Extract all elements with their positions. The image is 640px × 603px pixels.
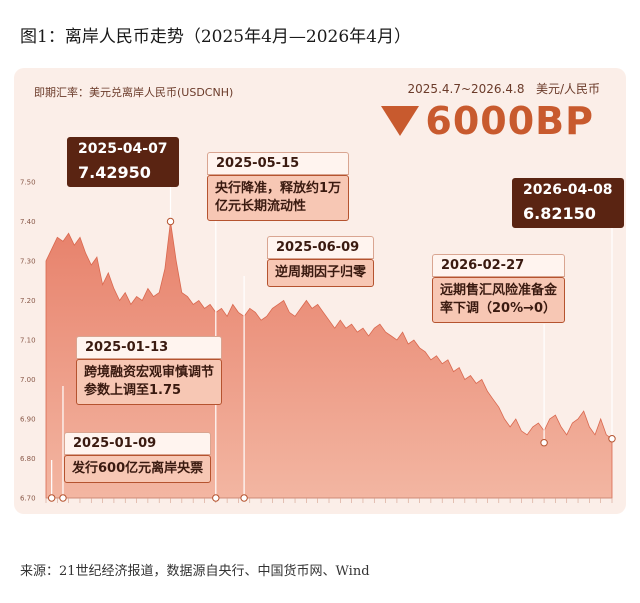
annotation-marker <box>540 439 548 447</box>
y-tick-label: 7.20 <box>20 297 36 305</box>
annotation-marker <box>59 494 67 502</box>
y-tick-label: 7.50 <box>20 179 36 187</box>
annotation-date: 2025-05-15 <box>207 152 350 175</box>
annotation-2025-01-13: 2025-01-13 跨境融资宏观审慎调节 参数上调至1.75 <box>76 336 223 405</box>
annotation-marker <box>608 435 616 443</box>
unit-label: 美元/人民币 <box>535 82 600 96</box>
annotation-line: 率下调（20%→0） <box>440 301 557 316</box>
annotation-date: 2025-01-09 <box>64 432 212 455</box>
annotation-line: 发行600亿元离岸央票 <box>72 461 204 476</box>
annotation-marker <box>240 494 248 502</box>
annotation-line: 远期售汇风险准备金 <box>440 283 558 298</box>
y-tick-label: 6.80 <box>20 455 36 463</box>
usdcnh-area <box>45 221 613 499</box>
y-tick-label: 7.00 <box>20 376 36 384</box>
annotation-date: 2025-06-09 <box>267 236 375 259</box>
annotation-text: 远期售汇风险准备金 率下调（20%→0） <box>432 277 566 323</box>
y-tick-label: 6.90 <box>20 416 36 424</box>
annotation-2025-04-07: 2025-04-07 7.42950 <box>67 137 179 187</box>
y-tick-label: 7.30 <box>20 258 36 266</box>
annotation-date: 2025-01-13 <box>76 336 223 359</box>
annotation-2026-04-08: 2026-04-08 6.82150 <box>512 178 624 228</box>
chart-period: 2025.4.7~2026.4.8 美元/人民币 <box>408 80 600 97</box>
change-value: 6000BP <box>425 99 594 143</box>
annotation-2025-01-09: 2025-01-09 发行600亿元离岸央票 <box>64 432 212 483</box>
annotation-marker <box>212 494 220 502</box>
y-tick-label: 6.70 <box>20 495 36 503</box>
annotation-marker <box>47 494 56 502</box>
annotation-line: 跨境融资宏观审慎调节 <box>84 365 215 380</box>
figure-title: 图1：离岸人民币走势（2025年4月—2026年4月） <box>20 27 411 47</box>
annotation-2025-05-15: 2025-05-15 央行降准，释放约1万 亿元长期流动性 <box>207 152 350 221</box>
annotation-date: 2025-04-07 <box>67 137 179 161</box>
annotation-line: 亿元长期流动性 <box>215 199 307 214</box>
y-tick-label: 7.40 <box>20 218 36 226</box>
annotation-date: 2026-02-27 <box>432 254 566 277</box>
down-arrow-icon <box>381 106 420 136</box>
annotation-line: 参数上调至1.75 <box>84 383 182 398</box>
chart-subtitle: 即期汇率：美元兑离岸人民币(USDCNH) <box>34 86 234 99</box>
annotation-text: 发行600亿元离岸央票 <box>64 455 212 483</box>
source-note: 来源：21世纪经济报道，数据源自央行、中国货币网、Wind <box>20 564 370 579</box>
period-range: 2025.4.7~2026.4.8 <box>407 82 525 96</box>
chart-card: 即期汇率：美元兑离岸人民币(USDCNH) 2025.4.7~2026.4.8 … <box>14 68 626 514</box>
annotation-text: 央行降准，释放约1万 亿元长期流动性 <box>207 175 350 221</box>
annotation-value: 6.82150 <box>512 202 624 228</box>
annotation-value: 7.42950 <box>67 161 179 187</box>
annotation-marker <box>166 217 175 226</box>
annotation-text: 逆周期因子归零 <box>267 259 375 287</box>
y-tick-label: 7.10 <box>20 337 36 345</box>
annotation-line: 逆周期因子归零 <box>275 265 367 280</box>
annotation-2026-02-27: 2026-02-27 远期售汇风险准备金 率下调（20%→0） <box>432 254 566 323</box>
annotation-date: 2026-04-08 <box>512 178 624 202</box>
annotation-2025-06-09: 2025-06-09 逆周期因子归零 <box>267 236 375 287</box>
change-callout: 6000BP <box>381 98 594 144</box>
annotation-line: 央行降准，释放约1万 <box>215 181 342 196</box>
annotation-text: 跨境融资宏观审慎调节 参数上调至1.75 <box>76 359 223 405</box>
chart-plot: 7.50 7.40 7.30 7.20 7.10 7.00 6.90 6.80 6.70 <box>20 179 616 503</box>
